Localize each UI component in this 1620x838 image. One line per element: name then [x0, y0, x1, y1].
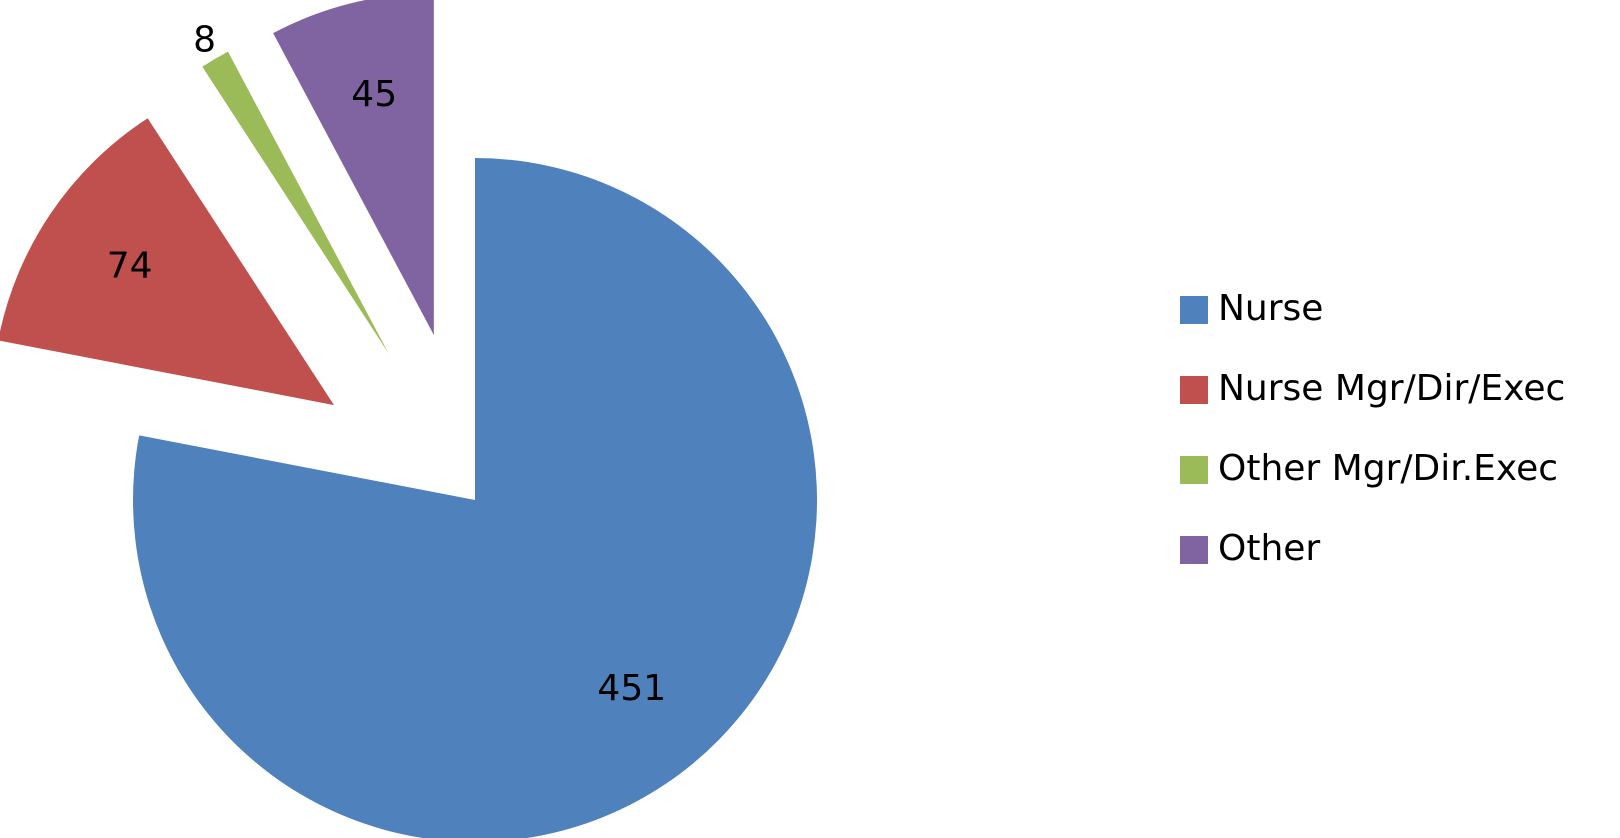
- data-label: 8: [193, 19, 216, 60]
- pie-slice: [202, 51, 389, 354]
- legend-label: Nurse: [1218, 288, 1323, 329]
- legend-swatch: [1180, 376, 1208, 404]
- pie-slice: [0, 118, 334, 406]
- legend-swatch: [1180, 456, 1208, 484]
- legend-swatch: [1180, 536, 1208, 564]
- legend-label: Nurse Mgr/Dir/Exec: [1218, 368, 1565, 409]
- pie-slice: [273, 0, 434, 336]
- pie-slice: [133, 158, 817, 838]
- legend-swatch: [1180, 296, 1208, 324]
- legend-label: Other Mgr/Dir.Exec: [1218, 448, 1558, 489]
- data-label: 451: [597, 668, 666, 709]
- legend-label: Other: [1218, 528, 1320, 569]
- data-label: 74: [107, 246, 153, 287]
- data-label: 45: [351, 74, 397, 115]
